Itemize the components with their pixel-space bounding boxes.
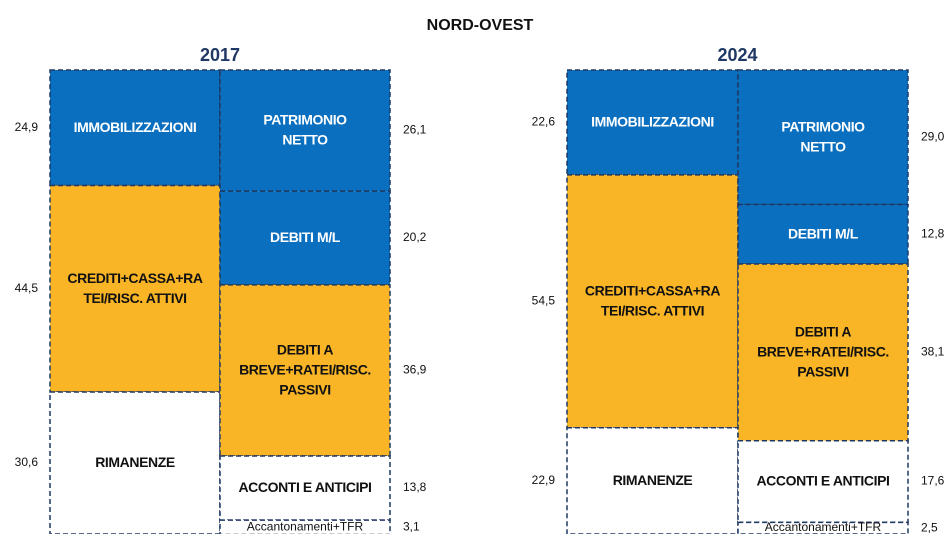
panel-title: 2017 (200, 45, 240, 65)
segment-label: ACCONTI E ANTICIPI (756, 472, 889, 488)
value-label: 22,6 (532, 115, 556, 129)
segment-label: DEBITI M/L (270, 229, 341, 245)
value-label: 2,5 (921, 520, 938, 534)
segment-label: DEBITI A BREVE+RATEI/RISC. PASSIVI (239, 341, 371, 397)
segment-label: RIMANENZE (613, 472, 693, 488)
segment (49, 391, 221, 534)
segment-label-line: Accantonamenti+TFR (765, 520, 882, 534)
segment-label: RIMANENZE (95, 454, 175, 470)
segment (49, 69, 221, 187)
segment-label: Accantonamenti+TFR (247, 519, 364, 533)
value-label: 20,2 (403, 230, 427, 244)
segment-label: PATRIMONIO NETTO (781, 118, 865, 154)
segment (737, 521, 909, 534)
value-label: 29,0 (921, 129, 945, 143)
segment-label-line: DEBITI A (277, 341, 333, 357)
value-label: 12,8 (921, 226, 945, 240)
segment (737, 69, 909, 206)
value-label: 36,9 (403, 363, 427, 377)
value-label: 17,6 (921, 474, 945, 488)
value-label: 38,1 (921, 345, 945, 359)
segment-label-line: TEI/RISC. ATTIVI (601, 302, 704, 318)
value-label: 24,9 (15, 120, 39, 134)
segment (219, 284, 391, 457)
segment-label-line: NETTO (282, 131, 328, 147)
segment (219, 455, 391, 521)
segment-label-line: TEI/RISC. ATTIVI (83, 289, 186, 305)
segment (737, 263, 909, 442)
segment-label-line: DEBITI M/L (788, 225, 859, 241)
segment-label: CREDITI+CASSA+RA TEI/RISC. ATTIVI (67, 269, 202, 305)
segment-label-line: PASSIVI (279, 381, 330, 397)
segment-label-line: BREVE+RATEI/RISC. (757, 343, 889, 359)
value-label: 3,1 (403, 519, 420, 533)
segment-label-line: NETTO (800, 138, 846, 154)
segment-label-line: DEBITI A (795, 323, 851, 339)
value-label: 13,8 (403, 480, 427, 494)
segment (49, 184, 221, 393)
segment-label: IMMOBILIZZAZIONI (74, 118, 197, 134)
segment-label-line: BREVE+RATEI/RISC. (239, 361, 371, 377)
segment-label-line: PATRIMONIO (263, 111, 347, 127)
segment-label: PATRIMONIO NETTO (263, 111, 347, 147)
segment-label-line: CREDITI+CASSA+RA (67, 269, 202, 285)
value-label: 22,9 (532, 473, 556, 487)
value-label: 54,5 (532, 293, 556, 307)
segment-label-line: PATRIMONIO (781, 118, 865, 134)
value-label: 30,6 (15, 455, 39, 469)
segment-label: ACCONTI E ANTICIPI (238, 479, 371, 495)
segment-label: CREDITI+CASSA+RA TEI/RISC. ATTIVI (585, 282, 720, 318)
value-label: 44,5 (15, 281, 39, 295)
chart-title: NORD-OVEST (427, 17, 534, 34)
segment-label-line: RIMANENZE (613, 472, 693, 488)
segment-label-line: Accantonamenti+TFR (247, 519, 364, 533)
value-label: 26,1 (403, 123, 427, 137)
segment-label-line: ACCONTI E ANTICIPI (238, 479, 371, 495)
segment-label-line: IMMOBILIZZAZIONI (591, 113, 714, 129)
segment (219, 519, 391, 534)
segment-label: DEBITI A BREVE+RATEI/RISC. PASSIVI (757, 323, 889, 379)
segment-label: Accantonamenti+TFR (765, 520, 882, 534)
segment-label-line: ACCONTI E ANTICIPI (756, 472, 889, 488)
segment-label-line: PASSIVI (797, 363, 848, 379)
segment (219, 190, 391, 286)
segment (219, 69, 391, 192)
segment-label-line: CREDITI+CASSA+RA (585, 282, 720, 298)
segment-label: DEBITI M/L (788, 225, 859, 241)
panel-title: 2024 (717, 45, 757, 65)
segment (737, 203, 909, 265)
segment-label: IMMOBILIZZAZIONI (591, 113, 714, 129)
segment-label-line: RIMANENZE (95, 454, 175, 470)
segment-label-line: DEBITI M/L (270, 229, 341, 245)
segment (737, 439, 909, 524)
segment-label-line: IMMOBILIZZAZIONI (74, 118, 197, 134)
